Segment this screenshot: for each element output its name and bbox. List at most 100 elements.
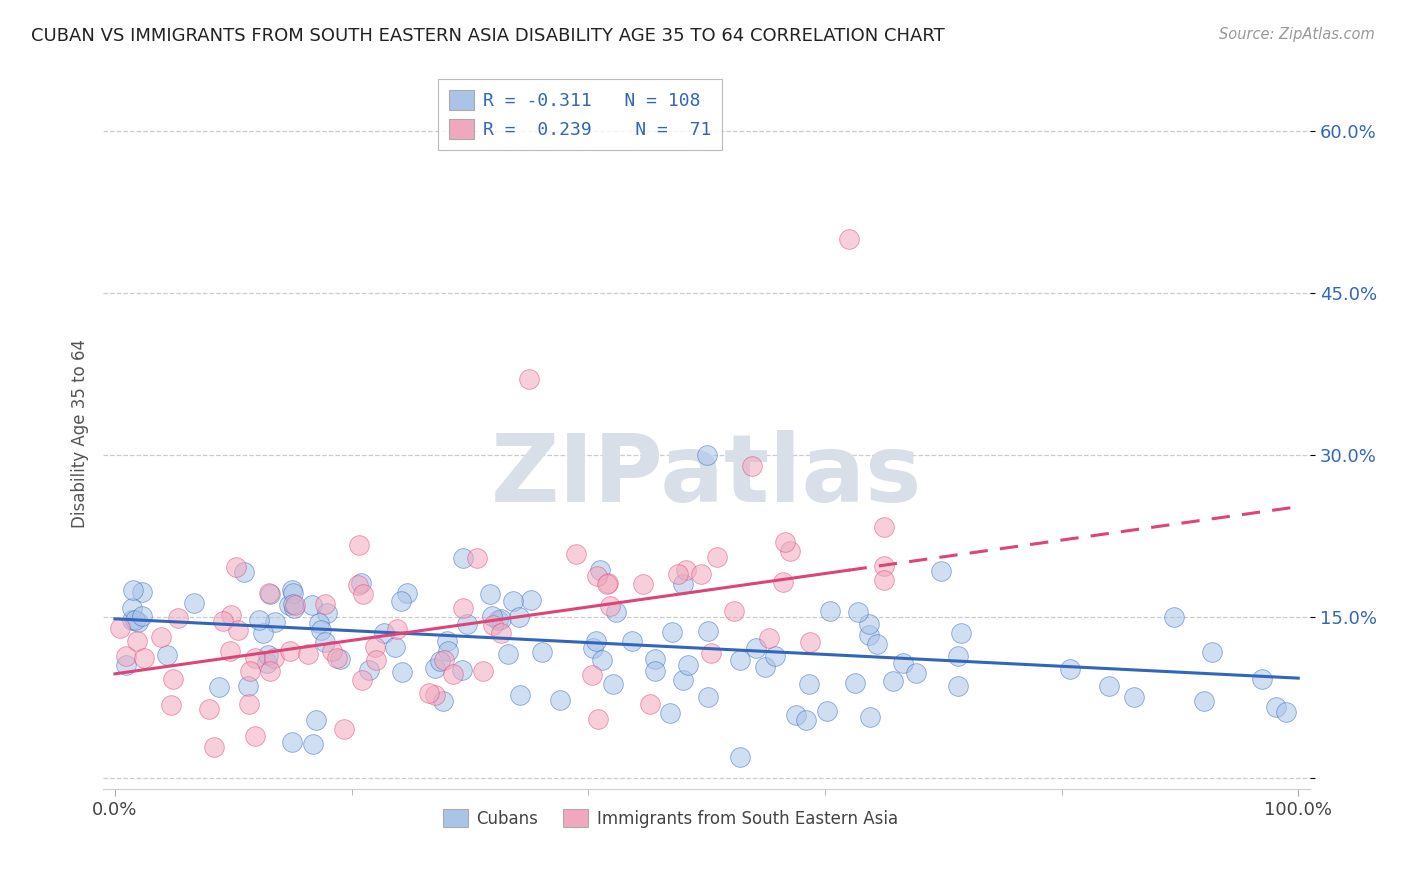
Point bbox=[245, 651, 267, 665]
Point bbox=[723, 603, 745, 617]
Point bbox=[259, 587, 281, 601]
Point bbox=[432, 694, 454, 708]
Point bbox=[456, 616, 478, 631]
Point bbox=[257, 586, 280, 600]
Point bbox=[124, 613, 146, 627]
Point bbox=[1098, 679, 1121, 693]
Point bbox=[859, 709, 882, 723]
Point bbox=[259, 664, 281, 678]
Point bbox=[661, 625, 683, 640]
Point bbox=[166, 610, 188, 624]
Point bbox=[278, 644, 301, 658]
Point bbox=[384, 640, 406, 655]
Point bbox=[347, 538, 370, 552]
Point bbox=[283, 586, 305, 600]
Point bbox=[588, 712, 610, 726]
Point bbox=[621, 633, 644, 648]
Point bbox=[605, 605, 627, 619]
Point bbox=[592, 652, 614, 666]
Point bbox=[305, 713, 328, 727]
Point bbox=[202, 740, 225, 755]
Point bbox=[517, 372, 540, 386]
Point bbox=[520, 592, 543, 607]
Point bbox=[131, 609, 153, 624]
Point bbox=[256, 656, 278, 670]
Point bbox=[309, 623, 332, 637]
Point bbox=[745, 640, 768, 655]
Point bbox=[264, 615, 287, 629]
Point bbox=[706, 549, 728, 564]
Point bbox=[208, 680, 231, 694]
Point bbox=[799, 635, 821, 649]
Point bbox=[754, 659, 776, 673]
Point bbox=[132, 650, 155, 665]
Point bbox=[582, 640, 605, 655]
Point bbox=[1192, 694, 1215, 708]
Point bbox=[873, 573, 896, 587]
Point bbox=[672, 577, 695, 591]
Point bbox=[631, 577, 654, 591]
Point bbox=[281, 582, 304, 597]
Text: CUBAN VS IMMIGRANTS FROM SOUTH EASTERN ASIA DISABILITY AGE 35 TO 64 CORRELATION : CUBAN VS IMMIGRANTS FROM SOUTH EASTERN A… bbox=[31, 27, 945, 45]
Point bbox=[779, 544, 801, 558]
Point bbox=[1163, 610, 1185, 624]
Point bbox=[481, 608, 503, 623]
Point bbox=[115, 658, 138, 673]
Point bbox=[364, 640, 387, 655]
Point bbox=[758, 632, 780, 646]
Point bbox=[225, 560, 247, 574]
Point bbox=[741, 459, 763, 474]
Point bbox=[818, 604, 841, 618]
Point bbox=[599, 599, 621, 614]
Point bbox=[644, 651, 666, 665]
Point bbox=[333, 722, 356, 736]
Point bbox=[1251, 672, 1274, 686]
Point bbox=[1059, 662, 1081, 676]
Point bbox=[530, 645, 553, 659]
Point bbox=[352, 673, 374, 687]
Point bbox=[451, 600, 474, 615]
Point bbox=[1122, 690, 1144, 704]
Point bbox=[437, 643, 460, 657]
Point bbox=[122, 582, 145, 597]
Point bbox=[281, 735, 304, 749]
Point bbox=[585, 634, 607, 648]
Point bbox=[949, 626, 972, 640]
Point bbox=[346, 578, 368, 592]
Point bbox=[730, 750, 752, 764]
Y-axis label: Disability Age 35 to 64: Disability Age 35 to 64 bbox=[72, 339, 89, 528]
Point bbox=[586, 569, 609, 583]
Point bbox=[489, 626, 512, 640]
Point bbox=[1265, 699, 1288, 714]
Point bbox=[284, 599, 307, 613]
Point bbox=[858, 628, 880, 642]
Point bbox=[873, 520, 896, 534]
Point bbox=[700, 646, 723, 660]
Point bbox=[465, 551, 488, 566]
Point bbox=[243, 729, 266, 743]
Text: Source: ZipAtlas.com: Source: ZipAtlas.com bbox=[1219, 27, 1375, 42]
Point bbox=[696, 624, 718, 638]
Point bbox=[263, 651, 285, 665]
Point bbox=[644, 664, 666, 678]
Point bbox=[302, 738, 325, 752]
Point bbox=[548, 693, 571, 707]
Point bbox=[198, 702, 221, 716]
Point bbox=[491, 611, 513, 625]
Point bbox=[418, 686, 440, 700]
Point bbox=[423, 688, 446, 702]
Point bbox=[433, 653, 456, 667]
Point bbox=[866, 637, 889, 651]
Point bbox=[844, 676, 866, 690]
Point bbox=[162, 672, 184, 686]
Point bbox=[247, 613, 270, 627]
Point bbox=[121, 600, 143, 615]
Point bbox=[581, 668, 603, 682]
Point bbox=[873, 559, 896, 574]
Point bbox=[314, 635, 336, 649]
Point bbox=[785, 708, 807, 723]
Point bbox=[772, 575, 794, 590]
Point bbox=[696, 690, 718, 705]
Point bbox=[131, 585, 153, 599]
Point bbox=[508, 609, 530, 624]
